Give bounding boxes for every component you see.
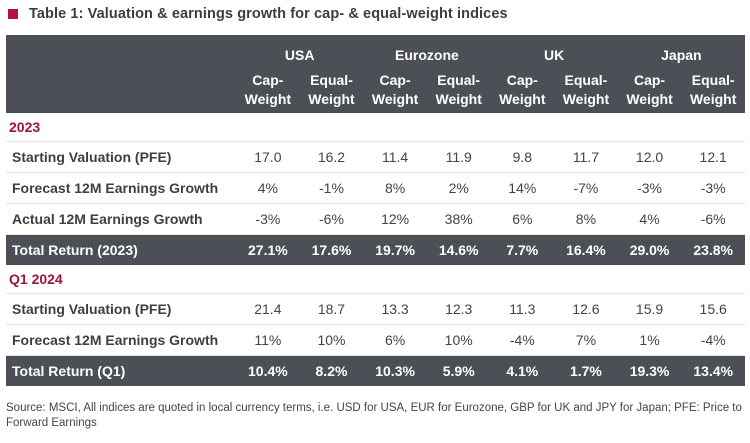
table-row: Forecast 12M Earnings Growth 11% 10% 6% …: [6, 324, 745, 356]
total-row-q1: Total Return (Q1) 10.4% 8.2% 10.3% 5.9% …: [6, 355, 745, 386]
total-cell: 19.3%: [617, 355, 682, 386]
total-row-2023: Total Return (2023) 27.1% 17.6% 19.7% 14…: [6, 234, 745, 265]
title-marker-square: [8, 9, 18, 19]
table-cell: 12%: [363, 203, 427, 235]
subheader-japan-cap: Cap- Weight: [617, 66, 682, 113]
table-cell: 15.9: [617, 293, 682, 325]
row-label: Starting Valuation (PFE): [6, 141, 237, 173]
table-cell: 11.4: [363, 141, 427, 173]
data-table-container: USA Eurozone UK Japan Cap- Weight Equal- W…: [6, 35, 745, 386]
total-cell: 27.1%: [236, 234, 300, 265]
table-cell: -6%: [299, 203, 364, 235]
table-cell: 16.2: [299, 141, 364, 173]
table-cell: -3%: [617, 172, 682, 204]
valuation-table: USA Eurozone UK Japan Cap- Weight Equal- W…: [6, 35, 745, 386]
row-label: Starting Valuation (PFE): [6, 293, 237, 325]
table-cell: 14%: [490, 172, 555, 204]
total-cell: 5.9%: [426, 355, 491, 386]
total-cell: 23.8%: [681, 234, 745, 265]
table-cell: 11.9: [426, 141, 491, 173]
total-label: Total Return (Q1): [6, 355, 237, 386]
weight-header-row: Cap- Weight Equal- Weight Cap- Weight Equal…: [6, 66, 745, 113]
total-label: Total Return (2023): [6, 234, 237, 265]
table-cell: 8%: [554, 203, 618, 235]
total-cell: 14.6%: [426, 234, 491, 265]
row-label: Forecast 12M Earnings Growth: [6, 172, 237, 204]
total-cell: 29.0%: [617, 234, 682, 265]
table-cell: 9.8: [490, 141, 555, 173]
total-cell: 10.4%: [236, 355, 300, 386]
table-cell: 10%: [299, 324, 364, 356]
total-cell: 1.7%: [554, 355, 618, 386]
table-cell: 7%: [554, 324, 618, 356]
subheader-uk-equal: Equal- Weight: [554, 66, 618, 113]
total-cell: 13.4%: [681, 355, 745, 386]
table-cell: 4%: [617, 203, 682, 235]
region-header-japan: Japan: [617, 35, 745, 66]
table-cell: -3%: [236, 203, 300, 235]
table-cell: 12.0: [617, 141, 682, 173]
table-cell: 12.1: [681, 141, 745, 173]
total-cell: 4.1%: [490, 355, 555, 386]
table-cell: 6%: [490, 203, 555, 235]
subheader-japan-equal: Equal- Weight: [681, 66, 745, 113]
section-label: 2023: [6, 113, 745, 142]
table-row: Starting Valuation (PFE) 21.4 18.7 13.3 …: [6, 293, 745, 325]
table-cell: 18.7: [299, 293, 364, 325]
table-cell: 11.7: [554, 141, 618, 173]
table-cell: 4%: [236, 172, 300, 204]
table-cell: 15.6: [681, 293, 745, 325]
section-row-q1-2024: Q1 2024: [6, 265, 745, 294]
section-label: Q1 2024: [6, 265, 745, 294]
table-row: Actual 12M Earnings Growth -3% -6% 12% 3…: [6, 203, 745, 235]
region-header-usa: USA: [236, 35, 364, 66]
table-cell: 17.0: [236, 141, 300, 173]
source-footnote: Source: MSCI, All indices are quoted in …: [6, 402, 742, 429]
table-cell: 11.3: [490, 293, 555, 325]
subheader-eurozone-cap: Cap- Weight: [363, 66, 427, 113]
table-cell: 2%: [426, 172, 491, 204]
total-cell: 17.6%: [299, 234, 364, 265]
total-cell: 16.4%: [554, 234, 618, 265]
header-corner-2: [6, 66, 237, 113]
table-cell: 8%: [363, 172, 427, 204]
table-cell: -7%: [554, 172, 618, 204]
total-cell: 8.2%: [299, 355, 364, 386]
table-row: Forecast 12M Earnings Growth 4% -1% 8% 2…: [6, 172, 745, 204]
section-row-2023: 2023: [6, 113, 745, 142]
subheader-usa-cap: Cap- Weight: [236, 66, 300, 113]
row-label: Actual 12M Earnings Growth: [6, 203, 237, 235]
table-cell: 21.4: [236, 293, 300, 325]
row-label: Forecast 12M Earnings Growth: [6, 324, 237, 356]
table-cell: -3%: [681, 172, 745, 204]
total-cell: 19.7%: [363, 234, 427, 265]
region-header-uk: UK: [490, 35, 618, 66]
table-cell: 10%: [426, 324, 491, 356]
header-corner: [6, 35, 237, 66]
table-cell: 1%: [617, 324, 682, 356]
table-cell: 12.6: [554, 293, 618, 325]
table-cell: 38%: [426, 203, 491, 235]
subheader-eurozone-equal: Equal- Weight: [426, 66, 491, 113]
total-cell: 10.3%: [363, 355, 427, 386]
table-cell: -1%: [299, 172, 364, 204]
table-title: Table 1: Valuation & earnings growth for…: [29, 6, 508, 22]
subheader-uk-cap: Cap- Weight: [490, 66, 555, 113]
table-cell: 11%: [236, 324, 300, 356]
table-cell: 6%: [363, 324, 427, 356]
table-cell: -4%: [490, 324, 555, 356]
table-cell: -6%: [681, 203, 745, 235]
total-cell: 7.7%: [490, 234, 555, 265]
subheader-usa-equal: Equal- Weight: [299, 66, 364, 113]
table-title-row: Table 1: Valuation & earnings growth for…: [8, 5, 508, 23]
table-cell: 13.3: [363, 293, 427, 325]
region-header-row: USA Eurozone UK Japan: [6, 35, 745, 66]
table-cell: -4%: [681, 324, 745, 356]
table-row: Starting Valuation (PFE) 17.0 16.2 11.4 …: [6, 141, 745, 173]
region-header-eurozone: Eurozone: [363, 35, 491, 66]
table-cell: 12.3: [426, 293, 491, 325]
